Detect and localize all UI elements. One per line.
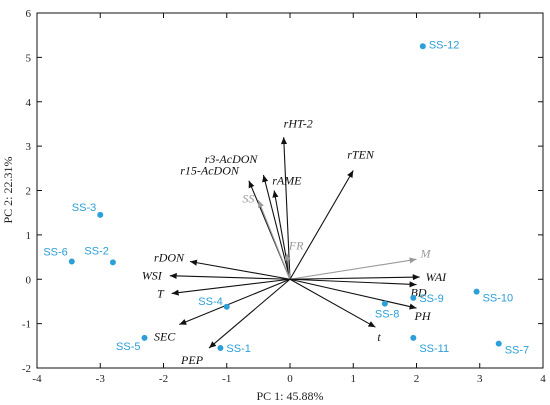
y-axis-label: PC 2: 22.31%	[1, 156, 15, 223]
vector-bd	[289, 278, 417, 288]
vector-pep	[208, 278, 291, 349]
y-tick-label: 6	[26, 8, 32, 20]
y-tick-label: 1	[26, 230, 32, 242]
vector-label-sec: SEC	[154, 330, 176, 344]
vector-t	[289, 278, 376, 328]
point-label-ss-11: SS-11	[419, 343, 449, 355]
vector-label-r3-acdon: r3-AcDON	[205, 152, 259, 166]
vector-label-wsi: WSI	[142, 269, 163, 283]
vector-label-rdon: rDON	[154, 251, 185, 265]
vector-label-r15-acdon: r15-AcDON	[180, 164, 240, 178]
point-ss-8	[381, 300, 388, 307]
vector-t	[171, 278, 291, 296]
y-tick-label: -2	[22, 363, 31, 375]
vector-label-m: M	[420, 246, 432, 260]
point-ss-10	[473, 288, 480, 295]
vector-label-rame: rAME	[272, 174, 302, 188]
plot-frame	[36, 12, 544, 369]
vector-rdon	[189, 259, 291, 280]
y-tick-label: 5	[26, 52, 32, 64]
point-ss-1	[217, 345, 224, 352]
vector-sec	[179, 278, 291, 326]
point-ss-9	[410, 294, 417, 301]
vector-label-t: t	[377, 330, 381, 344]
point-label-ss-4: SS-4	[198, 296, 222, 308]
point-label-ss-10: SS-10	[483, 293, 514, 305]
vector-m	[289, 257, 417, 280]
point-ss-11	[410, 334, 417, 341]
vector-wsi	[169, 272, 291, 280]
vector-rame	[272, 190, 291, 280]
vector-wai	[289, 274, 420, 281]
point-label-ss-9: SS-9	[419, 293, 443, 305]
y-tick-label: 4	[26, 97, 32, 109]
vector-ss	[257, 200, 291, 280]
point-label-ss-1: SS-1	[226, 343, 250, 355]
points-layer: SS-1 SS-2 SS-3 SS-4 SS-5 SS-6 SS-7 SS-8 SS-9 SS-1…	[43, 39, 529, 356]
x-tick-label: 3	[477, 373, 483, 385]
point-ss-5	[141, 334, 148, 341]
y-tick-label: 2	[26, 186, 32, 198]
vector-label-t: T	[157, 286, 165, 300]
y-tick-label: 0	[26, 274, 32, 286]
x-tick-label: 0	[287, 373, 293, 385]
point-label-ss-3: SS-3	[72, 202, 96, 214]
vector-label-fr: FR	[288, 239, 304, 253]
y-tick-label: -1	[22, 319, 31, 331]
point-label-ss-2: SS-2	[84, 245, 108, 257]
point-ss-3	[97, 211, 104, 218]
vector-rten	[289, 170, 354, 280]
x-tick-label: -1	[222, 373, 231, 385]
vector-label-ss: SS	[242, 191, 254, 205]
vector-r3-acdon	[262, 174, 291, 280]
point-ss-2	[109, 259, 116, 266]
vector-label-wai: WAI	[426, 270, 447, 284]
x-tick-label: 2	[414, 373, 420, 385]
vector-ph	[289, 278, 417, 310]
vector-label-rht-2: rHT-2	[284, 116, 313, 130]
point-label-ss-8: SS-8	[375, 309, 399, 321]
x-tick-label: -2	[159, 373, 168, 385]
x-tick-label: -4	[32, 373, 42, 385]
vector-label-pep: PEP	[180, 353, 204, 367]
point-ss-6	[68, 258, 75, 265]
point-ss-4	[223, 303, 230, 310]
point-label-ss-12: SS-12	[429, 39, 460, 51]
vector-fr	[284, 253, 291, 280]
x-tick-label: -3	[96, 373, 106, 385]
point-label-ss-5: SS-5	[116, 341, 140, 353]
x-tick-label: 4	[540, 373, 546, 385]
y-tick-label: 3	[26, 141, 32, 153]
ticks-layer: -4 -3 -2 -1 0 1 2 3 4 -2 -1 0 1 2 3 4 5 6	[22, 8, 546, 385]
point-ss-12	[419, 43, 426, 50]
point-label-ss-6: SS-6	[43, 247, 67, 259]
x-tick-label: 1	[351, 373, 357, 385]
vector-label-rten: rTEN	[347, 148, 375, 162]
point-ss-7	[495, 340, 502, 347]
x-axis-label: PC 1: 45.88%	[256, 389, 323, 403]
vector-label-ph: PH	[414, 309, 432, 323]
point-label-ss-7: SS-7	[505, 345, 529, 357]
